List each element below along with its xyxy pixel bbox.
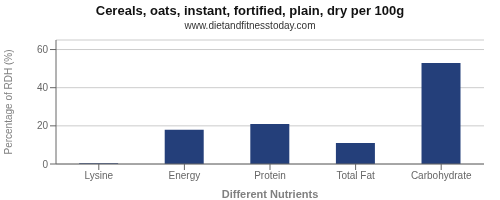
svg-text:40: 40 xyxy=(37,82,49,93)
svg-text:60: 60 xyxy=(37,44,49,55)
svg-text:0: 0 xyxy=(42,159,48,170)
svg-text:Lysine: Lysine xyxy=(85,170,114,181)
svg-text:Carbohydrate: Carbohydrate xyxy=(411,170,472,181)
svg-text:20: 20 xyxy=(37,120,49,131)
svg-text:Energy: Energy xyxy=(169,170,201,181)
html-text:Cereals, oats, instant, fortif: Cereals, oats, instant, fortified, plain… xyxy=(95,3,405,18)
html-text:www.dietandfitnesstoday.com: www.dietandfitnesstoday.com xyxy=(184,20,316,31)
svg-text:Different Nutrients: Different Nutrients xyxy=(222,188,319,200)
svg-text:Total Fat: Total Fat xyxy=(336,170,375,181)
svg-text:Protein: Protein xyxy=(254,170,286,181)
svg-text:Percentage of RDH (%): Percentage of RDH (%) xyxy=(8,49,14,154)
